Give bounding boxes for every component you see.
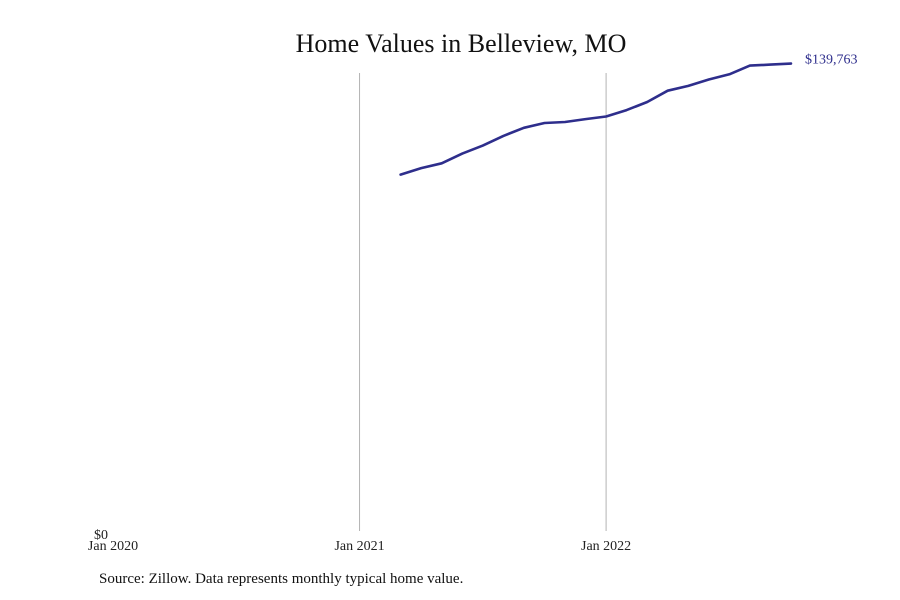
series-lines xyxy=(399,62,793,176)
y-tick-label: $0 xyxy=(94,528,108,543)
chart-title: Home Values in Belleview, MO xyxy=(296,29,627,58)
x-tick-label: Jan 2022 xyxy=(581,539,631,554)
x-tick-label: Jan 2021 xyxy=(334,539,384,554)
end-value-label: $139,763 xyxy=(805,53,858,68)
y-axis-ticks: $0 xyxy=(94,528,108,543)
source-note: Source: Zillow. Data represents monthly … xyxy=(99,571,464,587)
vertical-gridlines xyxy=(359,73,607,531)
x-tick-label: Jan 2020 xyxy=(88,539,138,554)
series-line xyxy=(399,62,793,176)
x-axis-ticks: Jan 2020 Jan 2021 Jan 2022 xyxy=(88,539,631,554)
